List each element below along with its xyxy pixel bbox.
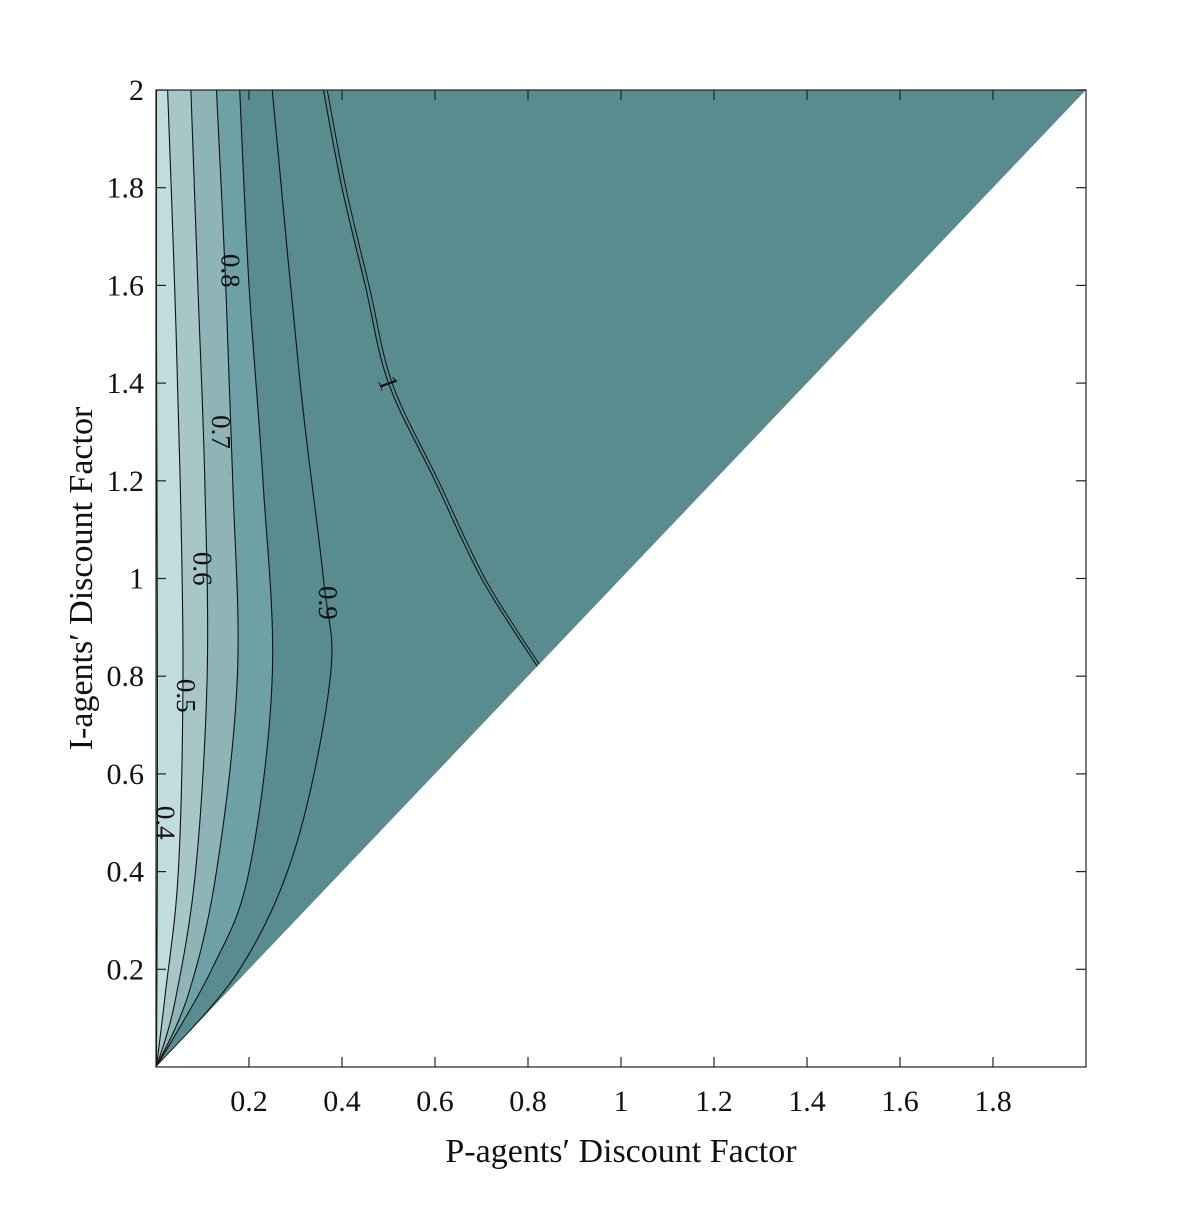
- x-tick-label: 1: [614, 1085, 629, 1118]
- y-tick-label: 0.2: [107, 953, 145, 986]
- contour-labels: 0.40.50.60.70.80.91: [150, 254, 405, 840]
- y-tick-label: 1.2: [107, 465, 145, 498]
- y-tick-label: 1: [129, 563, 144, 596]
- x-tick-label: 0.8: [509, 1085, 547, 1118]
- y-tick-label: 0.4: [107, 856, 145, 889]
- x-tick-label: 1.2: [695, 1085, 733, 1118]
- contour-label: 0.5: [171, 679, 201, 713]
- contour-fills: [156, 90, 1086, 1067]
- y-tick-label: 1.4: [107, 367, 145, 400]
- y-tick-label: 0.8: [107, 660, 145, 693]
- x-tick-label: 0.2: [230, 1085, 268, 1118]
- y-axis-label: I-agents′ Discount Factor: [63, 406, 100, 750]
- contour-line: [156, 90, 239, 1067]
- contour-line: [156, 90, 209, 1067]
- contour-line: [326, 90, 542, 668]
- x-tick-label: 1.6: [881, 1085, 919, 1118]
- contour-band-fill: [156, 90, 1086, 1067]
- x-tick-label: 1.4: [788, 1085, 826, 1118]
- contour-label: 0.4: [150, 806, 180, 840]
- x-tick-label: 1.8: [974, 1085, 1012, 1118]
- x-tick-label: 0.6: [416, 1085, 454, 1118]
- x-axis-ticks: 0.2 0.4 0.6 0.8 1 1.2 1.4 1.6 1.8: [230, 90, 1012, 1118]
- contour-label: 0.9: [313, 586, 343, 620]
- y-tick-label: 1.6: [107, 269, 145, 302]
- y-axis-ticks: 0.20.40.60.811.21.41.61.82: [107, 74, 1086, 986]
- contour-line: [156, 90, 333, 1067]
- y-tick-label: 0.6: [107, 758, 145, 791]
- contour-label: 0.7: [206, 415, 236, 449]
- contour-line: [322, 90, 538, 667]
- contour-line: [156, 90, 274, 1067]
- contour-label: 0.8: [215, 254, 245, 288]
- y-tick-label: 2: [129, 74, 144, 107]
- contour-band-fill: [156, 90, 184, 1067]
- contour-label: 0.6: [188, 552, 218, 586]
- contour-line: [156, 90, 184, 1067]
- contour-lines: [156, 90, 542, 1067]
- x-axis-label: P-agents′ Discount Factor: [445, 1133, 797, 1170]
- x-tick-label: 0.4: [323, 1085, 361, 1118]
- y-tick-label: 1.8: [107, 172, 145, 205]
